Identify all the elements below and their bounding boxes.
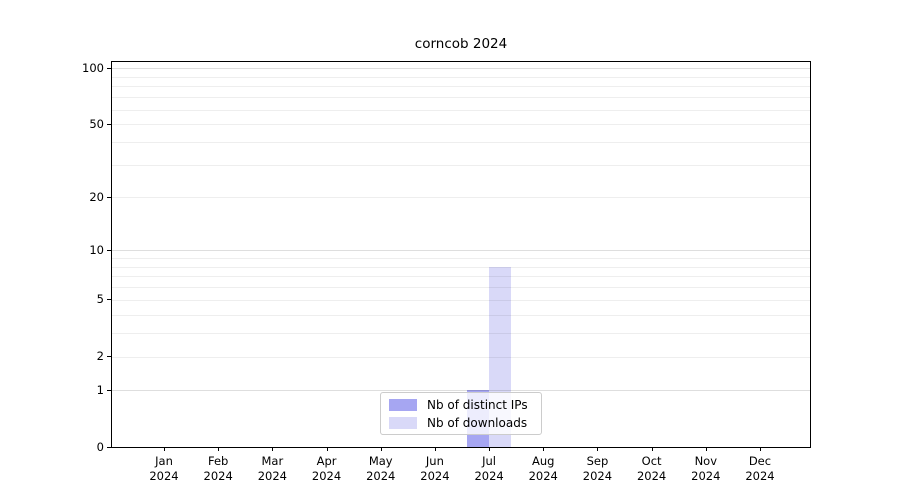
x-tick-label-year: 2024 <box>528 469 558 483</box>
y-tick-mark <box>107 197 111 198</box>
x-tick-mark <box>597 447 598 451</box>
legend-swatch-icon <box>389 398 417 411</box>
gridline-major <box>112 68 810 70</box>
y-tick-label: 100 <box>82 60 104 75</box>
x-tick-mark <box>218 447 219 451</box>
x-tick-label: Mar 2024 <box>245 454 299 484</box>
legend-label: Nb of downloads <box>427 415 528 430</box>
x-tick-mark <box>489 447 490 451</box>
x-tick-label-year: 2024 <box>203 469 233 483</box>
gridline-major <box>112 250 810 252</box>
gridline-minor <box>112 266 810 268</box>
y-tick-label: 20 <box>89 189 104 204</box>
y-tick-label: 5 <box>96 292 104 307</box>
gridline-minor <box>112 76 810 78</box>
gridline-minor <box>112 299 810 301</box>
gridline-minor <box>112 287 810 289</box>
x-tick-label: Jun 2024 <box>408 454 462 484</box>
y-tick-mark <box>107 447 111 448</box>
gridline-minor <box>112 333 810 335</box>
legend-label: Nb of distinct IPs <box>427 397 528 412</box>
x-tick-label: Oct 2024 <box>625 454 679 484</box>
x-tick-label-month: Jul <box>482 454 497 468</box>
legend-swatch-icon <box>389 416 417 429</box>
y-tick-mark <box>107 390 111 391</box>
y-tick-mark <box>107 250 111 251</box>
x-tick-label-month: Oct <box>641 454 662 468</box>
x-tick-label-month: Jun <box>425 454 444 468</box>
gridline-minor <box>112 86 810 88</box>
y-tick-label: 10 <box>89 242 104 257</box>
gridline-minor <box>112 142 810 144</box>
gridline-major <box>112 390 810 392</box>
x-tick-label-month: Mar <box>261 454 284 468</box>
x-tick-label-year: 2024 <box>745 469 775 483</box>
x-tick-label-month: Dec <box>748 454 772 468</box>
x-tick-label: Sep 2024 <box>570 454 624 484</box>
x-tick-label-month: Sep <box>586 454 609 468</box>
x-tick-label: Dec 2024 <box>733 454 787 484</box>
x-tick-label: Jan 2024 <box>137 454 191 484</box>
x-tick-label-year: 2024 <box>257 469 287 483</box>
x-tick-label-month: Aug <box>532 454 555 468</box>
x-tick-label: Nov 2024 <box>679 454 733 484</box>
x-tick-label-year: 2024 <box>366 469 396 483</box>
gridline-minor <box>112 97 810 99</box>
x-tick-mark <box>435 447 436 451</box>
x-tick-label-year: 2024 <box>582 469 613 483</box>
x-tick-label: Apr 2024 <box>300 454 354 484</box>
plot-area: Nb of distinct IPs Nb of downloads <box>111 61 811 448</box>
gridline-minor <box>112 276 810 278</box>
x-tick-label: Feb 2024 <box>191 454 245 484</box>
gridline-minor <box>112 197 810 199</box>
chart-title: corncob 2024 <box>414 36 508 52</box>
gridline-minor <box>112 165 810 167</box>
x-tick-label-month: Apr <box>316 454 337 468</box>
gridline-minor <box>112 356 810 358</box>
x-tick-mark <box>543 447 544 451</box>
x-tick-mark <box>381 447 382 451</box>
gridline-minor <box>112 258 810 260</box>
x-tick-label-month: May <box>368 454 393 468</box>
x-tick-label-year: 2024 <box>420 469 450 483</box>
x-tick-label: Aug 2024 <box>516 454 570 484</box>
gridline-minor <box>112 314 810 316</box>
x-tick-label-year: 2024 <box>149 469 179 483</box>
x-tick-label: Jul 2024 <box>462 454 516 484</box>
x-tick-label-year: 2024 <box>636 469 667 483</box>
y-tick-label: 0 <box>96 439 104 454</box>
legend-entry: Nb of distinct IPs <box>389 396 541 414</box>
gridline-minor <box>112 124 810 126</box>
legend-entry: Nb of downloads <box>389 414 541 432</box>
y-tick-mark <box>107 68 111 69</box>
y-tick-mark <box>107 356 111 357</box>
x-tick-mark <box>327 447 328 451</box>
x-tick-label-month: Jan <box>155 454 173 468</box>
legend: Nb of distinct IPs Nb of downloads <box>380 392 542 435</box>
y-tick-label: 1 <box>96 382 104 397</box>
x-tick-mark <box>164 447 165 451</box>
x-tick-mark <box>652 447 653 451</box>
x-tick-label-year: 2024 <box>311 469 342 483</box>
y-tick-label: 2 <box>96 349 104 364</box>
x-tick-label-month: Feb <box>207 454 229 468</box>
x-tick-mark <box>272 447 273 451</box>
x-tick-label-month: Nov <box>694 454 718 468</box>
y-tick-mark <box>107 299 111 300</box>
x-tick-label-year: 2024 <box>474 469 504 483</box>
y-tick-mark <box>107 124 111 125</box>
gridline-minor <box>112 109 810 111</box>
y-tick-label: 50 <box>89 116 104 131</box>
x-tick-label: May 2024 <box>354 454 408 484</box>
x-tick-label-year: 2024 <box>691 469 721 483</box>
x-tick-mark <box>706 447 707 451</box>
x-tick-mark <box>760 447 761 451</box>
